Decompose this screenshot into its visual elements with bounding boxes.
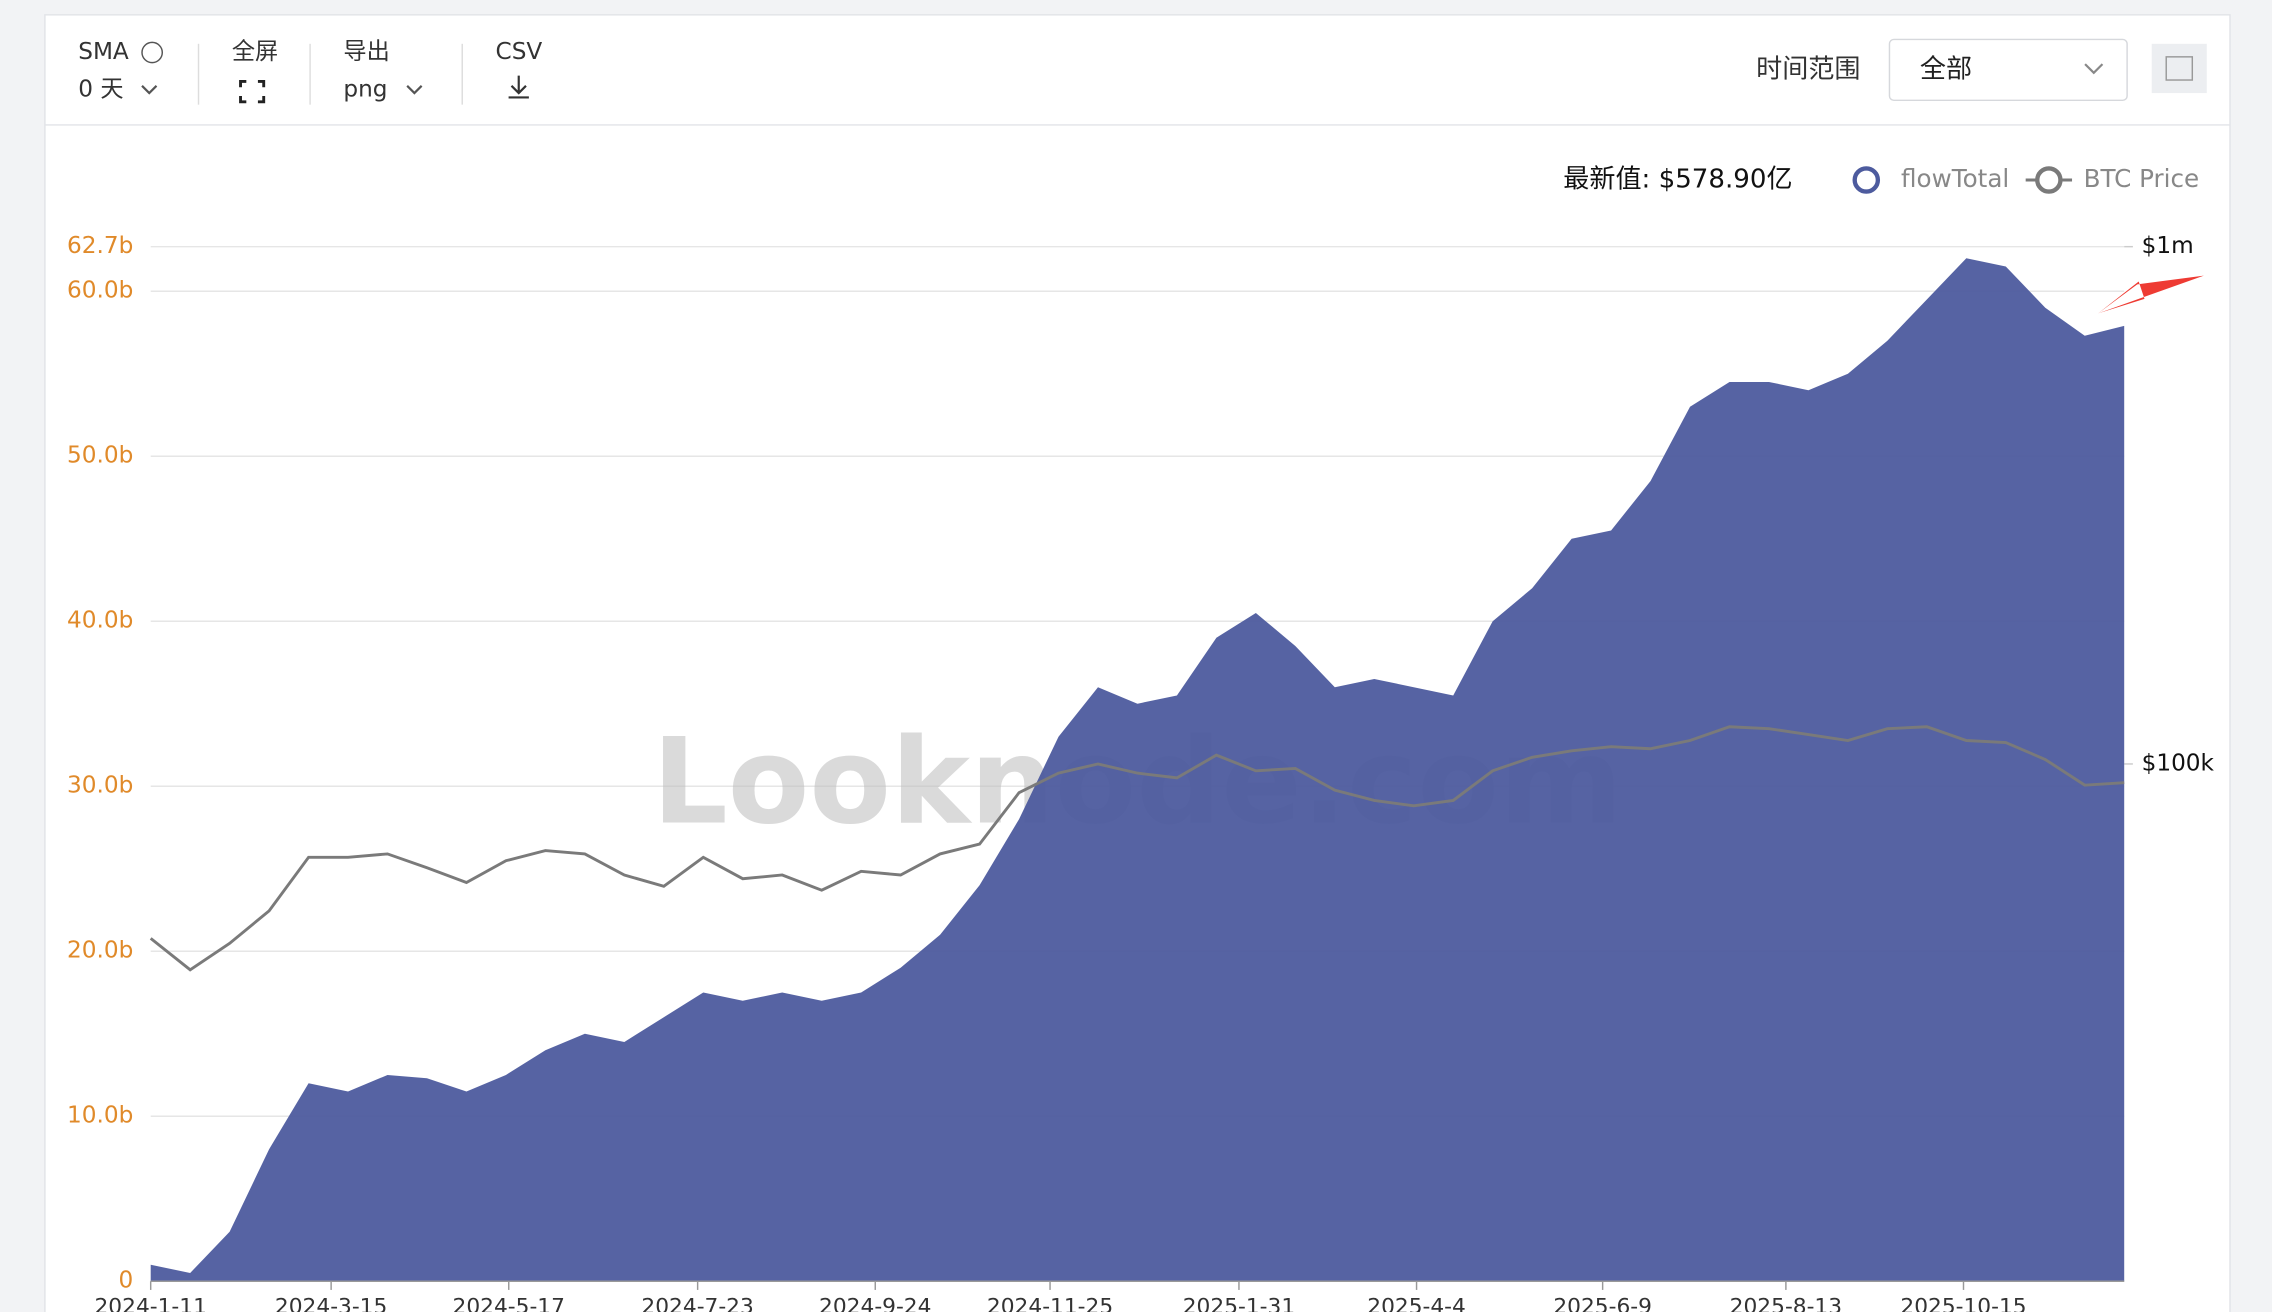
y-tick-label: 30.0b [67, 772, 133, 799]
latest-value: 最新值: $578.90亿 [1563, 165, 1792, 195]
y-tick-label: 0 [119, 1267, 134, 1294]
legend-label: flowTotal [1901, 164, 2009, 193]
export-label: 导出 [343, 38, 389, 65]
sma-value: 0 天 [78, 76, 123, 103]
fullscreen-label: 全屏 [232, 38, 278, 65]
download-icon [508, 75, 529, 99]
sma-control[interactable]: SMA 0 天 [78, 38, 164, 103]
csv-label: CSV [496, 38, 543, 65]
y2-tick-label: $100k [2142, 749, 2215, 776]
select-box [1888, 38, 2128, 102]
sma-label: SMA [78, 38, 129, 65]
chevron [406, 85, 423, 95]
x-tick-label: 2025-1-31 [1183, 1294, 1295, 1312]
legend-item[interactable]: flowTotal [1852, 164, 2010, 194]
legend-item[interactable]: BTC Price [2025, 164, 2200, 194]
price-line [149, 725, 2125, 972]
y-tick-label: 20.0b [67, 937, 133, 964]
x-tick-label: 2025-4-4 [1367, 1294, 1466, 1312]
y-tick-label: 62.7b [67, 232, 133, 259]
legend-marker [2035, 166, 2063, 194]
fullscreen-icon [239, 80, 266, 104]
legend-label: BTC Price [2084, 164, 2200, 193]
csv-button[interactable]: CSV [496, 38, 543, 99]
range-label: 时间范围 [1756, 54, 1860, 84]
y2-tick-label: $1m [2142, 232, 2194, 259]
calendar-button[interactable] [2151, 43, 2207, 94]
chevron [141, 85, 158, 95]
y-tick-label: 10.0b [67, 1102, 133, 1129]
x-tick-label: 2024-9-24 [819, 1294, 931, 1312]
x-tick-label: 2024-5-17 [453, 1294, 565, 1312]
x-tick-label: 2025-10-15 [1900, 1294, 2026, 1312]
x-tick-label: 2024-11-25 [987, 1294, 1113, 1312]
range-value: 全部 [1920, 54, 1972, 84]
x-tick-label: 2025-8-13 [1730, 1294, 1842, 1312]
x-tick-label: 2024-7-23 [641, 1294, 753, 1312]
y-tick-label: 40.0b [67, 607, 133, 634]
y-tick-label: 60.0b [67, 277, 133, 304]
x-tick-label: 2024-3-15 [275, 1294, 387, 1312]
export-control[interactable]: 导出 png [343, 38, 423, 103]
calendar-bg [2151, 43, 2207, 94]
y-tick-label: 50.0b [67, 442, 133, 469]
calendar-icon [2165, 56, 2194, 81]
x-tick-label: 2024-1-11 [94, 1294, 206, 1312]
export-format: png [343, 76, 387, 103]
plot: 0 10.0b 20.0b 30.0b 40.0b 50.0b 60.0b 62.7b $100… [67, 164, 2215, 1312]
area [150, 258, 2125, 1282]
legend-marker [1852, 166, 1881, 194]
annotation-arrow [2098, 275, 2204, 314]
info-icon [141, 41, 164, 64]
x-tick-label: 2025-6-9 [1553, 1294, 1652, 1312]
fullscreen-button[interactable]: 全屏 [232, 38, 278, 104]
range-select[interactable]: 全部 [1888, 38, 2128, 102]
chevron [2084, 63, 2104, 75]
